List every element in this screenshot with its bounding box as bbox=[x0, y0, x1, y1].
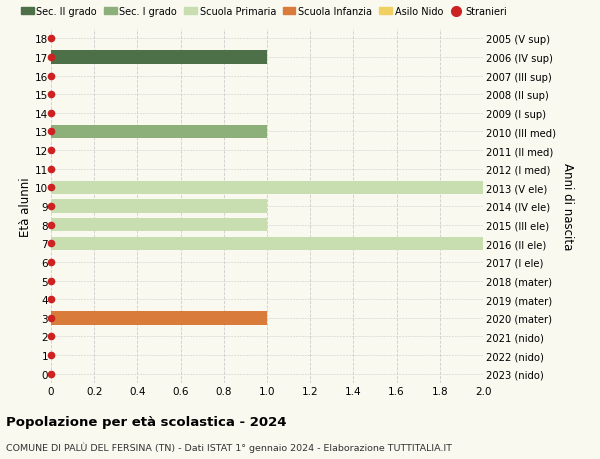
Y-axis label: Età alunni: Età alunni bbox=[19, 177, 32, 236]
Y-axis label: Anni di nascita: Anni di nascita bbox=[562, 163, 574, 250]
Legend: Sec. II grado, Sec. I grado, Scuola Primaria, Scuola Infanzia, Asilo Nido, Stran: Sec. II grado, Sec. I grado, Scuola Prim… bbox=[21, 7, 507, 17]
Bar bbox=[51, 218, 267, 232]
Bar bbox=[51, 237, 483, 251]
Bar bbox=[51, 312, 267, 325]
Text: COMUNE DI PALÙ DEL FERSINA (TN) - Dati ISTAT 1° gennaio 2024 - Elaborazione TUTT: COMUNE DI PALÙ DEL FERSINA (TN) - Dati I… bbox=[6, 442, 452, 452]
Bar bbox=[51, 51, 267, 64]
Text: Popolazione per età scolastica - 2024: Popolazione per età scolastica - 2024 bbox=[6, 415, 287, 428]
Bar bbox=[51, 181, 483, 195]
Bar bbox=[51, 125, 267, 139]
Bar bbox=[51, 200, 267, 213]
